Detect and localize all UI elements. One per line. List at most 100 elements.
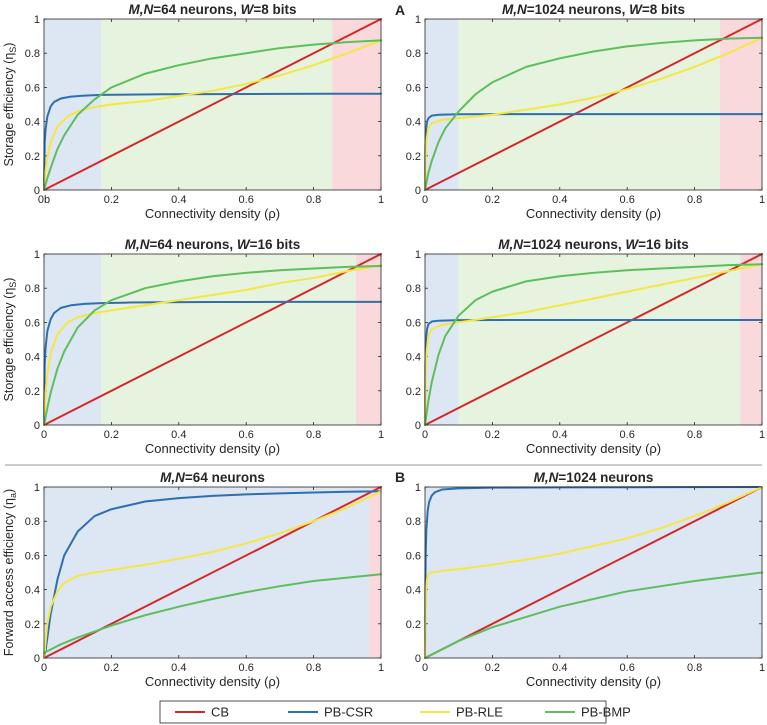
series-line-cb	[424, 18, 763, 191]
axes-box	[424, 486, 763, 659]
y-tick-label: 0.4	[406, 352, 421, 364]
panels-layer: 0b 0.2 0.4 0.6 0.8 1 0 0.2 0.4 0.6 0.8 1 M,N=64 neur…	[2, 2, 765, 689]
y-tick-label: 0.2	[406, 619, 421, 631]
region-blue-1	[44, 254, 102, 425]
y-tick-label: 0	[34, 185, 40, 197]
x-tick-label: 0.4	[171, 429, 186, 441]
x-tick-label: 1	[378, 662, 384, 674]
x-tick-label: 0	[422, 662, 428, 674]
x-axis-label: Connectivity density (ρ)	[526, 441, 661, 456]
x-tick-label: 0.4	[552, 662, 567, 674]
y-tick-label: 0	[415, 653, 421, 665]
y-tick-label: 0.2	[406, 151, 421, 163]
axes-box	[424, 253, 763, 426]
y-tick-label: 0.2	[25, 151, 40, 163]
axes-box	[43, 18, 382, 191]
series-line-pb-csr	[424, 113, 763, 191]
panel-title: M,N=64 neurons, W=8 bits	[128, 2, 296, 17]
series-line-cb	[424, 486, 763, 659]
y-tick-label: 0.4	[25, 352, 40, 364]
y-tick-label: 0.2	[25, 386, 40, 398]
y-tick-label: 1	[415, 482, 421, 494]
series-line-pb-rle	[43, 490, 382, 659]
y-tick-label: 0.8	[406, 283, 421, 295]
panel-title: M,N=64 neurons	[160, 470, 265, 485]
x-tick-label: 0.8	[687, 429, 702, 441]
y-tick-label: 1	[34, 249, 40, 261]
series-line-pb-rle	[424, 263, 763, 426]
y-tick-label: 0.4	[406, 117, 421, 129]
series-line-pb-csr	[43, 490, 382, 659]
x-tick-label: 0.2	[104, 194, 119, 206]
series-line-pb-bmp	[43, 264, 382, 426]
series-line-pb-csr	[424, 319, 763, 426]
y-tick-label: 0.8	[25, 48, 40, 60]
y-tick-label: 0.4	[25, 117, 40, 129]
x-tick-label: 0	[41, 429, 47, 441]
y-axis-label: Storage efficiency (ηS)	[2, 278, 18, 402]
x-axis-label: Connectivity density (ρ)	[145, 674, 280, 689]
y-tick-label: 0.6	[406, 317, 421, 329]
panel-letter-b: B	[395, 469, 405, 485]
axes-box	[43, 486, 382, 659]
x-tick-label: 1	[759, 429, 765, 441]
chart-panel-1: 0b 0.2 0.4 0.6 0.8 1 0 0.2 0.4 0.6 0.8 1 M,N=64 neur…	[2, 2, 384, 221]
chart-panel-4: 0 0.2 0.4 0.6 0.8 1 0 0.2 0.4 0.6 0.8 1 M,N=1024 neu…	[406, 237, 765, 456]
x-tick-label: 0.8	[306, 194, 321, 206]
series-line-cb	[43, 18, 382, 191]
y-tick-label: 0	[34, 653, 40, 665]
y-tick-label: 0	[34, 420, 40, 432]
y-tick-label: 0	[415, 420, 421, 432]
series-line-pb-bmp	[424, 571, 763, 659]
x-tick-label: 0.2	[485, 429, 500, 441]
x-tick-label: 1	[759, 662, 765, 674]
chart-panel-3: 0 0.2 0.4 0.6 0.8 1 0 0.2 0.4 0.6 0.8 1 M,N=64 neuro…	[2, 237, 384, 456]
y-tick-label: 0.8	[406, 516, 421, 528]
x-tick-label: 0.2	[485, 194, 500, 206]
y-tick-label: 0.8	[406, 48, 421, 60]
x-tick-label: 0.8	[306, 662, 321, 674]
x-tick-label: 0.8	[687, 662, 702, 674]
series-line-pb-bmp	[424, 36, 763, 191]
y-tick-label: 0.8	[25, 516, 40, 528]
series-line-pb-rle	[43, 39, 382, 191]
series-line-cb	[424, 253, 763, 426]
x-axis-label: Connectivity density (ρ)	[526, 206, 661, 221]
y-tick-label: 0.8	[25, 283, 40, 295]
panel-title: M,N=1024 neurons, W=8 bits	[502, 2, 685, 17]
panel-title: M,N=1024 neurons, W=16 bits	[498, 237, 689, 252]
region-blue-1	[425, 254, 459, 425]
x-tick-label: 0.6	[239, 194, 254, 206]
chart-panel-6: 0 0.2 0.4 0.6 0.8 1 0 0.2 0.4 0.6 0.8 1 M,N=1024 neu…	[406, 470, 765, 689]
series-line-pb-bmp	[43, 39, 382, 191]
panel-title: M,N=64 neurons, W=16 bits	[125, 237, 301, 252]
x-tick-label: 1	[378, 429, 384, 441]
x-tick-label: 0.2	[104, 662, 119, 674]
y-tick-label: 0.4	[25, 585, 40, 597]
x-tick-label: 0.2	[104, 429, 119, 441]
panel-title: M,N=1024 neurons	[534, 470, 654, 485]
x-tick-label: 0b	[38, 194, 50, 206]
legend: CB PB-CSR PB-RLE PB-BMP	[159, 700, 631, 724]
y-tick-label: 1	[415, 14, 421, 26]
series-line-pb-rle	[43, 264, 382, 426]
x-tick-label: 0.6	[620, 194, 635, 206]
x-tick-label: 0.4	[171, 194, 186, 206]
region-green-2	[458, 254, 741, 425]
axes-box	[424, 18, 763, 191]
x-tick-label: 0.6	[620, 429, 635, 441]
y-tick-label: 1	[34, 482, 40, 494]
x-tick-label: 1	[378, 194, 384, 206]
x-tick-label: 0.8	[687, 194, 702, 206]
region-red-3	[740, 254, 762, 425]
y-tick-label: 0.4	[406, 585, 421, 597]
legend-box	[159, 700, 607, 724]
x-tick-label: 0	[422, 429, 428, 441]
region-red-3	[332, 19, 381, 190]
series-line-pb-bmp	[424, 263, 763, 426]
x-tick-label: 0.4	[552, 429, 567, 441]
legend-label-pb-csr: PB-CSR	[324, 705, 373, 720]
x-tick-label: 0.6	[620, 662, 635, 674]
legend-label-pb-rle: PB-RLE	[456, 705, 503, 720]
